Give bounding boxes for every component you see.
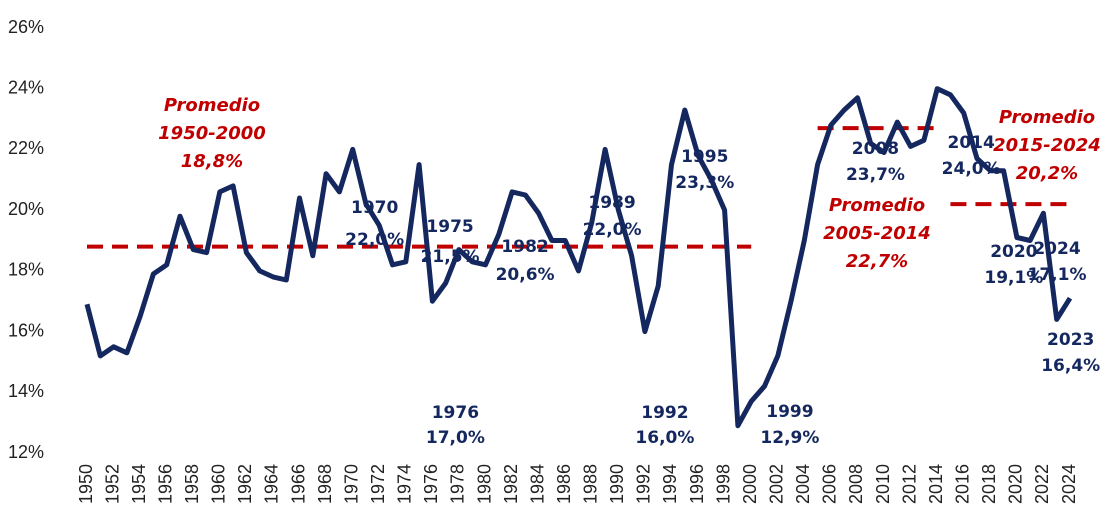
y-tick-label: 18% — [8, 260, 44, 280]
average-label: 1950-2000 — [158, 123, 266, 144]
x-tick-label: 1972 — [368, 464, 388, 504]
annotation-year: 1989 — [588, 193, 635, 213]
x-tick-label: 1952 — [102, 464, 122, 504]
x-tick-label: 2012 — [899, 464, 919, 504]
average-label: 20,2% — [1016, 163, 1078, 184]
average-label: 2015-2024 — [993, 135, 1101, 156]
x-tick-label: 2004 — [793, 464, 813, 504]
x-tick-label: 1978 — [448, 464, 468, 504]
x-tick-label: 1996 — [687, 464, 707, 504]
series-line — [84, 86, 1073, 429]
annotation-year: 1970 — [351, 198, 398, 218]
x-tick-label: 2008 — [846, 464, 866, 504]
value-label: 20,6% — [496, 265, 555, 285]
value-label: 23,3% — [675, 173, 734, 193]
x-tick-label: 1998 — [713, 464, 733, 504]
x-tick-label: 2002 — [767, 464, 787, 504]
x-tick-label: 2000 — [740, 464, 760, 504]
value-label: 19,1% — [984, 268, 1043, 288]
x-tick-label: 1964 — [262, 464, 282, 504]
annotation-year: 2020 — [990, 242, 1037, 262]
annotation-year: 1982 — [501, 237, 548, 257]
x-tick-label: 1958 — [182, 464, 202, 504]
value-label: 16,0% — [635, 428, 694, 448]
x-tick-label: 2010 — [873, 464, 893, 504]
x-tick-label: 1992 — [634, 464, 654, 504]
average-label: Promedio — [164, 95, 260, 116]
x-tick-label: 1950 — [76, 464, 96, 504]
value-label: 22,0% — [583, 220, 642, 240]
annotation-year: 1999 — [766, 402, 813, 422]
x-tick-label: 1954 — [129, 464, 149, 504]
average-label: 2005-2014 — [823, 223, 931, 244]
average-label: Promedio — [829, 195, 925, 216]
x-tick-label: 2022 — [1032, 464, 1052, 504]
x-tick-label: 1968 — [315, 464, 335, 504]
x-tick-label: 1974 — [395, 464, 415, 504]
annotation-year: 1992 — [641, 403, 688, 423]
annotation-year: 1995 — [681, 147, 728, 167]
average-label: 18,8% — [181, 151, 243, 172]
x-tick-label: 1960 — [209, 464, 229, 504]
x-tick-label: 1988 — [581, 464, 601, 504]
x-tick-label: 1980 — [474, 464, 494, 504]
y-tick-label: 12% — [8, 442, 44, 462]
annotation-year: 2014 — [947, 133, 994, 153]
value-label: 12,9% — [760, 428, 819, 448]
value-label: 16,4% — [1041, 356, 1100, 376]
y-tick-label: 20% — [8, 199, 44, 219]
x-tick-label: 2018 — [979, 464, 999, 504]
y-tick-label: 26% — [8, 17, 44, 37]
y-tick-label: 22% — [8, 138, 44, 158]
x-tick-label: 2016 — [952, 464, 972, 504]
value-label: 17,1% — [1028, 265, 1087, 285]
x-tick-label: 1962 — [235, 464, 255, 504]
y-tick-label: 24% — [8, 77, 44, 97]
x-tick-label: 1986 — [554, 464, 574, 504]
value-label: 22,0% — [345, 230, 404, 250]
value-label: 17,0% — [426, 428, 485, 448]
x-tick-label: 1970 — [341, 464, 361, 504]
value-label: 21,5% — [421, 247, 480, 267]
annotation-year: 2024 — [1033, 239, 1080, 259]
x-tick-label: 1990 — [607, 464, 627, 504]
x-tick-label: 1966 — [288, 464, 308, 504]
annotation-year: 1976 — [432, 403, 479, 423]
x-tick-label: 1982 — [501, 464, 521, 504]
average-label: Promedio — [999, 107, 1095, 128]
value-label: 24,0% — [942, 159, 1001, 179]
y-tick-label: 14% — [8, 381, 44, 401]
annotation-year: 2023 — [1047, 330, 1094, 350]
x-tick-label: 2024 — [1059, 464, 1079, 504]
x-tick-label: 1976 — [421, 464, 441, 504]
x-tick-label: 1984 — [527, 464, 547, 504]
x-tick-label: 2006 — [820, 464, 840, 504]
average-label: 22,7% — [846, 251, 908, 272]
y-tick-label: 16% — [8, 320, 44, 340]
annotation-year: 1975 — [426, 217, 473, 237]
value-label: 23,7% — [846, 165, 905, 185]
x-tick-label: 1956 — [155, 464, 175, 504]
annotation-year: 2008 — [852, 139, 899, 159]
x-tick-label: 2020 — [1006, 464, 1026, 504]
x-tick-label: 2014 — [926, 464, 946, 504]
x-tick-label: 1994 — [660, 464, 680, 504]
